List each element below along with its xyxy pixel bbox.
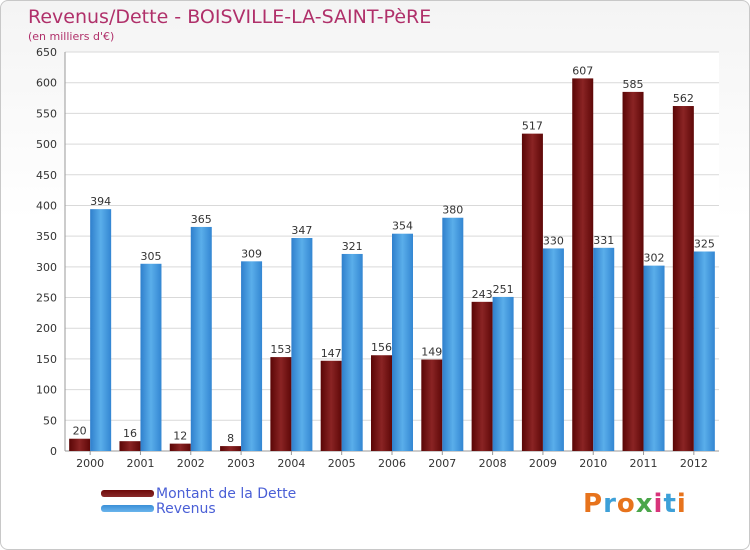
logo-letter: i [653,489,664,519]
x-tick-label: 2004 [277,457,305,470]
y-tick-label: 600 [36,77,57,90]
bar-label-revenus: 354 [392,220,413,233]
bar-label-revenus: 394 [90,195,111,208]
x-tick-label: 2007 [428,457,456,470]
x-tick-label: 2002 [177,457,205,470]
bar-dette [220,446,242,451]
bar-label-dette: 12 [173,430,187,443]
bar-label-revenus: 251 [493,283,514,296]
bar-label-revenus: 309 [241,247,262,260]
logo-letter: x [635,489,654,519]
bar-revenus [241,261,263,451]
y-tick-label: 500 [36,138,57,151]
bar-label-dette: 147 [321,347,342,360]
bar-revenus [693,251,715,451]
bar-label-dette: 153 [270,343,291,356]
legend-swatch-revenus [101,505,154,512]
bar-revenus [542,248,564,451]
bar-label-dette: 243 [472,288,493,301]
bar-label-dette: 149 [421,346,442,359]
y-tick-label: 550 [36,107,57,120]
bar-revenus [643,265,665,451]
bar-label-dette: 585 [623,78,644,91]
logo-letter: P [583,489,604,519]
bar-revenus [593,247,615,451]
y-tick-label: 350 [36,230,57,243]
proxiti-logo: Proxiti [583,489,687,519]
y-tick-label: 450 [36,169,57,182]
bar-label-revenus: 365 [191,213,212,226]
bar-dette [119,441,141,451]
bar-revenus [291,237,313,451]
bar-label-dette: 607 [572,64,593,77]
bar-label-dette: 156 [371,341,392,354]
x-tick-label: 2005 [328,457,356,470]
bar-dette [572,78,594,451]
bar-dette [270,357,292,451]
y-tick-label: 400 [36,199,57,212]
bar-dette [371,355,392,451]
chart-title: Revenus/Dette - BOISVILLE-LA-SAINT-PèRE [28,6,432,28]
bar-dette [421,359,443,451]
legend-label-dette: Montant de la Dette [156,486,297,502]
x-tick-label: 2003 [227,457,255,470]
x-tick-label: 2000 [76,457,104,470]
bar-revenus [392,233,413,451]
logo-letter: r [603,489,617,519]
chart-subtitle: (en milliers d'€) [28,30,115,43]
bar-revenus [341,253,363,451]
bar-revenus [190,226,212,451]
y-tick-label: 150 [36,353,57,366]
x-tick-label: 2008 [479,457,507,470]
bar-label-revenus: 347 [291,224,312,237]
bar-revenus [492,296,514,451]
bar-label-revenus: 330 [543,234,564,247]
bar-dette [169,443,191,451]
logo-letter: t [663,489,677,519]
bar-label-dette: 517 [522,120,543,133]
logo-letter: i [676,489,687,519]
y-tick-label: 200 [36,322,57,335]
x-tick-label: 2006 [378,457,406,470]
x-tick-label: 2011 [630,457,658,470]
y-tick-label: 50 [43,414,57,427]
bar-label-revenus: 331 [593,234,614,247]
bar-label-revenus: 380 [442,204,463,217]
bar-label-revenus: 321 [342,240,363,253]
bar-label-dette: 562 [673,92,694,105]
y-tick-label: 650 [36,46,57,59]
legend-swatch-dette [101,490,154,497]
bar-label-dette: 16 [123,427,137,440]
bar-revenus [442,217,464,451]
y-tick-label: 300 [36,261,57,274]
bar-dette [320,360,342,451]
bar-dette [622,91,644,452]
bar-label-dette: 20 [73,425,87,438]
x-tick-label: 2009 [529,457,557,470]
bar-label-revenus: 325 [694,238,715,251]
bar-label-revenus: 302 [644,252,665,265]
bar-dette [471,301,493,451]
legend-label-revenus: Revenus [156,501,216,517]
bar-label-revenus: 305 [140,250,161,263]
y-tick-label: 250 [36,292,57,305]
bar-revenus [140,263,162,451]
y-tick-label: 100 [36,384,57,397]
x-tick-label: 2012 [680,457,708,470]
logo-letter: o [616,489,636,519]
x-tick-label: 2001 [126,457,154,470]
x-tick-label: 2010 [579,457,607,470]
bar-revenus [90,209,112,451]
bar-dette [672,106,694,451]
bar-dette [69,438,91,451]
bar-dette [521,133,543,451]
bar-label-dette: 8 [227,432,234,445]
y-tick-label: 0 [50,445,57,458]
